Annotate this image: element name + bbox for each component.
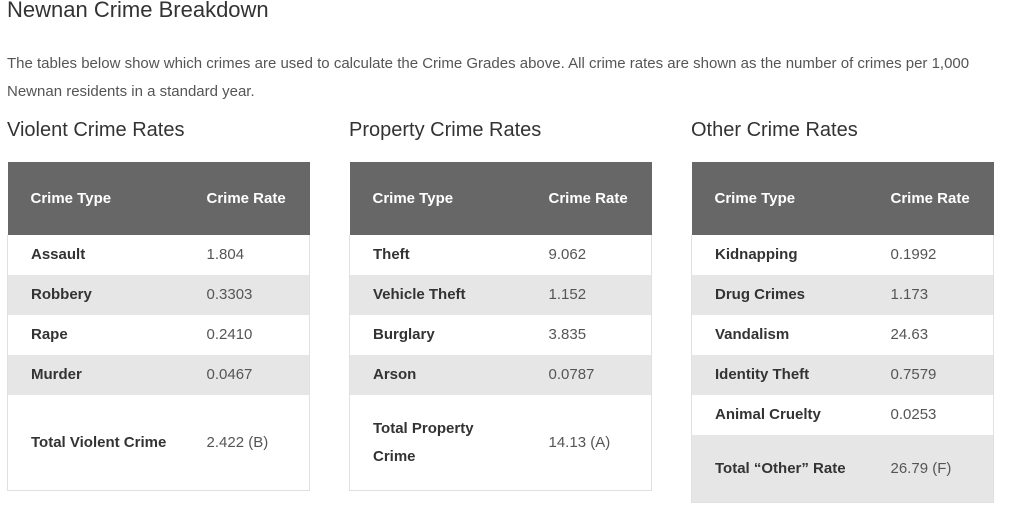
crime-rate-cell: 0.7579 [867,355,994,395]
other-crime-table: Crime Type Crime Rate Kidnapping 0.1992 … [691,162,994,503]
crime-type-cell: Rape [7,315,184,355]
crime-type-header: Crime Type [349,162,526,235]
property-crime-table: Crime Type Crime Rate Theft 9.062 Vehicl… [349,162,652,491]
total-type-cell: Total Violent Crime [7,395,184,491]
crime-type-cell: Arson [349,355,526,395]
crime-rate-cell: 0.0787 [525,355,652,395]
property-crime-title: Property Crime Rates [349,119,542,141]
crime-rate-header: Crime Rate [525,162,652,235]
total-rate-cell: 2.422 (B) [183,395,310,491]
table-row: Drug Crimes 1.173 [691,275,994,315]
total-row: Total “Other” Rate 26.79 (F) [691,435,994,503]
crime-rate-cell: 3.835 [525,315,652,355]
table-row: Arson 0.0787 [349,355,652,395]
other-crime-title: Other Crime Rates [691,119,858,141]
table-row: Vandalism 24.63 [691,315,994,355]
table-row: Theft 9.062 [349,235,652,275]
crime-type-cell: Identity Theft [691,355,868,395]
violent-crime-section: Violent Crime Rates Crime Type Crime Rat… [7,116,310,491]
crime-rate-cell: 24.63 [867,315,994,355]
total-rate-cell: 26.79 (F) [867,435,994,503]
table-row: Murder 0.0467 [7,355,310,395]
table-header-row: Crime Type Crime Rate [691,162,994,235]
crime-rate-cell: 0.0253 [867,395,994,435]
other-crime-section: Other Crime Rates Crime Type Crime Rate … [691,116,994,503]
table-row: Animal Cruelty 0.0253 [691,395,994,435]
table-row: Assault 1.804 [7,235,310,275]
crime-rate-cell: 9.062 [525,235,652,275]
table-row: Burglary 3.835 [349,315,652,355]
crime-rate-cell: 1.152 [525,275,652,315]
violent-crime-title: Violent Crime Rates [7,119,185,141]
total-row: Total Property Crime 14.13 (A) [349,395,652,491]
crime-type-cell: Burglary [349,315,526,355]
total-row: Total Violent Crime 2.422 (B) [7,395,310,491]
page-title: Newnan Crime Breakdown [7,0,269,22]
crime-type-header: Crime Type [7,162,184,235]
total-rate-cell: 14.13 (A) [525,395,652,491]
crime-type-cell: Animal Cruelty [691,395,868,435]
total-type-cell: Total “Other” Rate [691,435,868,503]
crime-type-cell: Kidnapping [691,235,868,275]
crime-rate-cell: 1.173 [867,275,994,315]
table-header-row: Crime Type Crime Rate [7,162,310,235]
crime-type-cell: Robbery [7,275,184,315]
crime-type-cell: Vandalism [691,315,868,355]
table-row: Robbery 0.3303 [7,275,310,315]
crime-rate-header: Crime Rate [867,162,994,235]
property-crime-section: Property Crime Rates Crime Type Crime Ra… [349,116,652,491]
crime-rate-cell: 1.804 [183,235,310,275]
crime-type-cell: Drug Crimes [691,275,868,315]
crime-rate-cell: 0.3303 [183,275,310,315]
crime-type-cell: Vehicle Theft [349,275,526,315]
table-row: Vehicle Theft 1.152 [349,275,652,315]
intro-paragraph: The tables below show which crimes are u… [7,55,970,100]
crime-rate-cell: 0.2410 [183,315,310,355]
table-row: Kidnapping 0.1992 [691,235,994,275]
crime-rate-header: Crime Rate [183,162,310,235]
table-row: Rape 0.2410 [7,315,310,355]
crime-type-cell: Theft [349,235,526,275]
total-type-cell: Total Property Crime [349,395,526,491]
crime-rate-cell: 0.1992 [867,235,994,275]
table-header-row: Crime Type Crime Rate [349,162,652,235]
crime-rate-cell: 0.0467 [183,355,310,395]
crime-type-cell: Murder [7,355,184,395]
crime-type-header: Crime Type [691,162,868,235]
crime-type-cell: Assault [7,235,184,275]
table-row: Identity Theft 0.7579 [691,355,994,395]
violent-crime-table: Crime Type Crime Rate Assault 1.804 Robb… [7,162,310,491]
